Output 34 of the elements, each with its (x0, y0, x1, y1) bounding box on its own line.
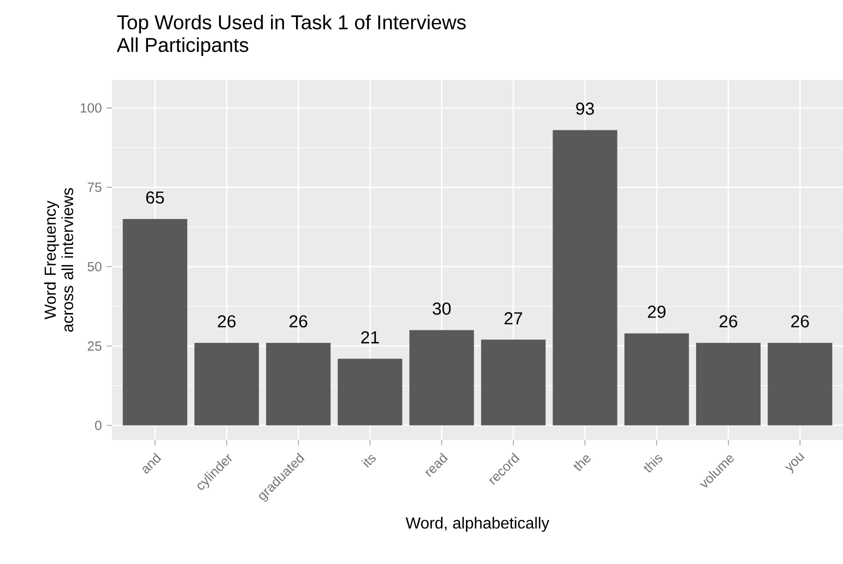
x-tick-label: the (574, 455, 590, 471)
y-tick-label: 25 (88, 341, 102, 351)
chart-title: Top Words Used in Task 1 of Interviews (117, 14, 466, 34)
bar (552, 130, 618, 426)
x-tick-label: this (644, 455, 662, 472)
bar (481, 340, 546, 426)
data-label: 29 (648, 306, 666, 318)
bar (768, 342, 832, 426)
x-tick-label: its (361, 455, 376, 468)
y-tick-label: 0 (95, 420, 102, 430)
data-label: 26 (791, 315, 809, 328)
data-label: 65 (146, 191, 164, 204)
bar (266, 342, 331, 426)
data-label: 21 (361, 331, 379, 344)
bar (624, 333, 689, 426)
y-tick-label: 100 (80, 103, 102, 113)
chart-subtitle: All Participants (116, 37, 248, 56)
x-tick-label: you (784, 452, 804, 474)
bar (122, 219, 188, 426)
data-label: 27 (504, 312, 522, 324)
bar (194, 342, 259, 426)
data-label: 93 (576, 102, 594, 115)
bar (409, 330, 474, 426)
data-label: 26 (218, 315, 236, 328)
y-axis-title: Word Frequency across all interviews (44, 188, 74, 332)
y-tick-label: 50 (88, 262, 102, 272)
x-tick-label: and (142, 452, 162, 474)
data-label: 26 (720, 315, 738, 328)
data-label: 30 (432, 302, 451, 315)
data-label: 26 (290, 315, 308, 328)
y-tick-label: 75 (88, 182, 102, 192)
bar (338, 358, 402, 426)
x-axis-title: Word, alphabetically (406, 516, 550, 532)
bar (696, 342, 761, 426)
